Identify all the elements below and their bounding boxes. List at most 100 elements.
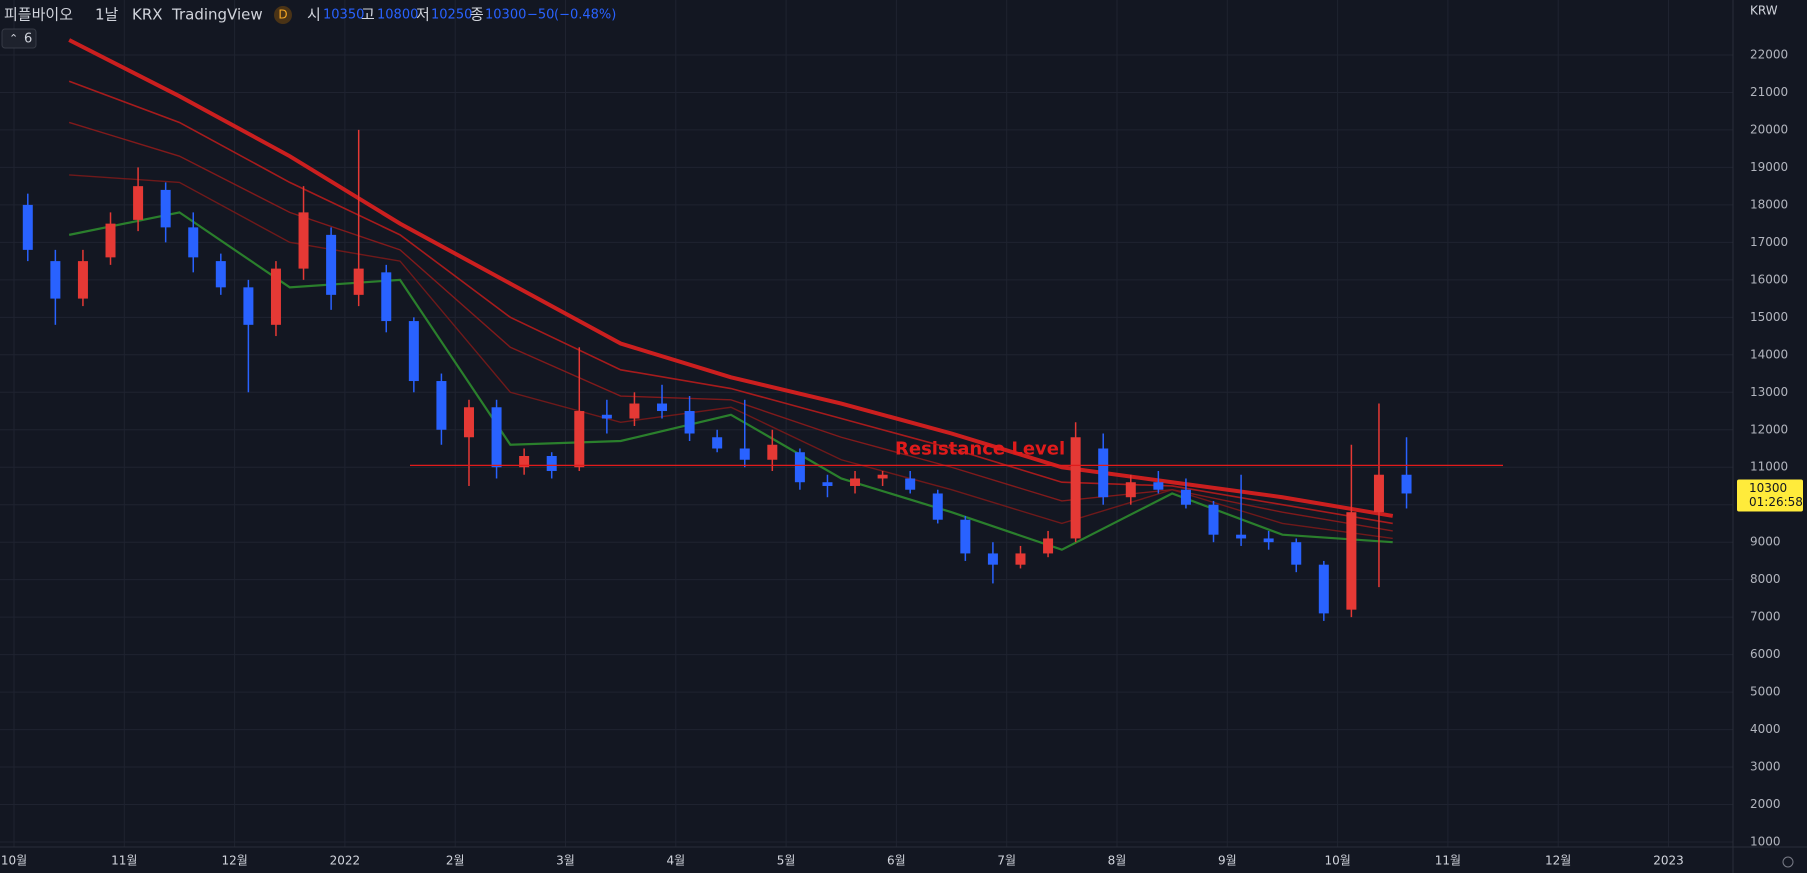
x-tick-label: 8월 [1108,854,1127,868]
candle-body [270,268,281,325]
candle-body [463,407,474,438]
candle-body [1070,437,1081,539]
candle-body [491,407,502,468]
candle-body [133,186,144,220]
candle-body [684,411,695,434]
x-tick-label: 11월 [111,854,137,868]
candle-body [877,474,888,479]
candle-body [1125,482,1136,498]
candle-body [739,448,750,460]
y-tick-label: 16000 [1750,272,1788,286]
settings-icon[interactable] [1782,856,1794,868]
high-label: 고 [361,6,375,24]
change: −50 [527,8,554,23]
x-tick-label: 3월 [556,854,575,868]
candle-body [353,268,364,295]
y-tick-label: 6000 [1750,647,1781,661]
candle-body [1263,538,1274,543]
candle-body [215,261,226,288]
candle-body [987,553,998,565]
indicator-toggle[interactable] [1,28,37,49]
y-tick-label: 5000 [1750,685,1781,699]
y-tick-label: 22000 [1750,47,1788,61]
x-tick-label: 7월 [997,854,1016,868]
candle-body [767,444,778,460]
y-tick-label: 8000 [1750,572,1781,586]
x-tick-label: 2023 [1653,854,1684,868]
low: 10250 [431,8,472,23]
candle-body [905,478,916,490]
candle-body [1318,564,1329,614]
x-tick-label: 2월 [446,854,465,868]
price-label-bg [1737,479,1803,512]
candle-body [436,381,447,430]
candle-body [1153,482,1164,490]
interval: 1날 [95,6,119,24]
candle-body [519,455,530,468]
y-tick-label: 11000 [1750,460,1788,474]
x-tick-label: 9월 [1218,854,1237,868]
x-tick-label: 4월 [666,854,685,868]
candle-body [1346,512,1357,610]
candle-body [1208,504,1219,535]
source: TradingView [171,6,263,24]
candle-body [1043,538,1054,554]
y-tick-label: 13000 [1750,385,1788,399]
candle-body [850,478,861,486]
price-label: 10300 [1749,481,1787,495]
change-pct: (−0.48%) [554,8,616,23]
close: 10300 [485,8,526,23]
y-tick-label: 17000 [1750,235,1788,249]
candle-body [1015,553,1026,565]
y-tick-label: 21000 [1750,85,1788,99]
candle-body [794,452,805,483]
y-tick-label: 14000 [1750,347,1788,361]
y-tick-label: 18000 [1750,197,1788,211]
x-tick-label: 11월 [1435,854,1461,868]
candle-body [408,321,419,382]
close-label: 종 [470,6,484,24]
open: 10350 [323,8,364,23]
candle-body [546,455,557,471]
high: 10800 [377,8,418,23]
candle-body [188,227,199,258]
x-tick-label: 2022 [330,854,361,868]
candle-body [1401,474,1412,494]
marks [22,38,1412,621]
candle-body [50,261,61,299]
candle-body [77,261,88,299]
x-tick-label: 5월 [777,854,796,868]
candle-body [160,189,171,228]
exchange: KRX [132,6,163,24]
y-tick-label: 7000 [1750,610,1781,624]
x-tick-label: 12월 [1545,854,1571,868]
low-label: 저 [416,6,430,24]
open-label: 시 [307,6,321,24]
candle-body [1373,474,1384,513]
countdown: 01:26:58 [1749,495,1803,509]
candle-body [629,403,640,419]
y-tick-label: 3000 [1750,760,1781,774]
x-tick-label: 10월 [1,854,27,868]
candle-body [105,223,116,258]
y-tick-label: 20000 [1750,122,1788,136]
badge: D [278,8,287,22]
y-tick-label: 1000 [1750,835,1781,849]
candle-body [574,411,585,468]
candle-body [243,287,254,325]
y-tick-label: 19000 [1750,160,1788,174]
currency[interactable]: KRW [1750,4,1778,18]
ribbon-line [69,174,1393,540]
candle-body [298,212,309,269]
candle-body [657,403,668,412]
ribbon-line [68,38,1394,518]
candle-body [1291,542,1302,565]
grid [0,0,1733,847]
y-tick-label: 9000 [1750,535,1781,549]
indicator-count[interactable]: 6 [24,32,32,47]
badge-bg [274,6,292,24]
y-tick-label: 2000 [1750,797,1781,811]
candle-body [932,493,943,520]
